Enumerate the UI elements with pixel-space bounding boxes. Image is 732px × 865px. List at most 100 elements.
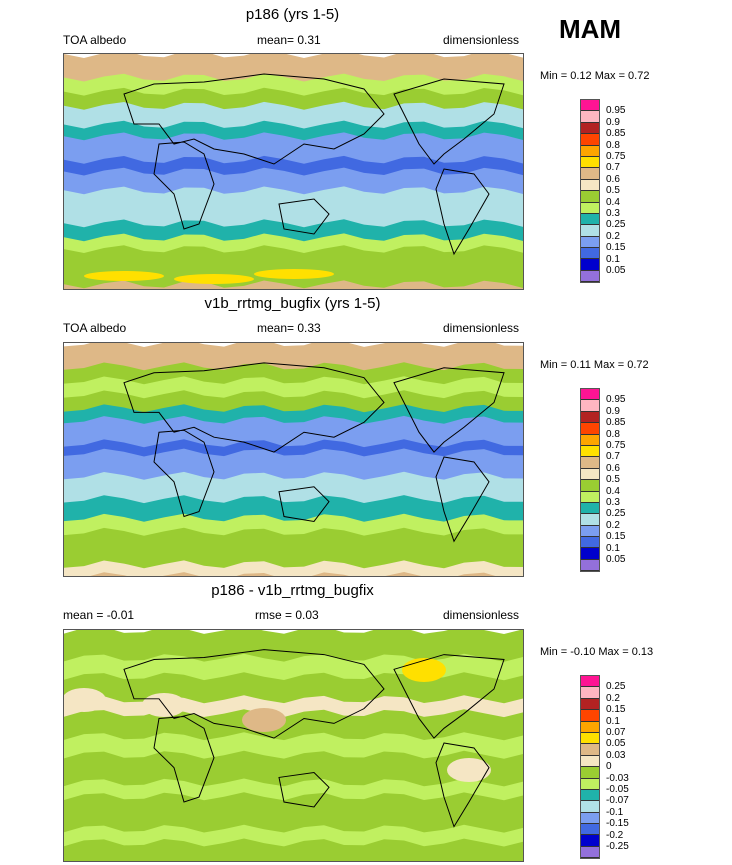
- contour-patch: [254, 269, 334, 279]
- colorbar-swatch: [581, 835, 599, 847]
- colorbar-label: 0.05: [606, 554, 626, 565]
- contour-patch: [447, 758, 491, 782]
- panel-center-label: mean= 0.31: [257, 33, 321, 47]
- colorbar-swatch: [581, 525, 599, 538]
- colorbar-swatch: [581, 259, 599, 271]
- colorbar-label: 0.75: [606, 440, 626, 451]
- colorbar-label: 0.95: [606, 394, 626, 406]
- colorbar-swatch: [581, 145, 599, 157]
- colorbar-label: 0.7: [606, 162, 620, 174]
- colorbar-label: 0.05: [606, 265, 626, 276]
- contour-band: [64, 186, 523, 230]
- colorbar-label: 0.7: [606, 451, 620, 463]
- contour-band: [64, 560, 523, 576]
- colorbar-label: 0.85: [606, 417, 626, 429]
- colorbar-swatch: [581, 248, 599, 260]
- colorbar-swatch: [581, 457, 599, 469]
- contour-band: [64, 630, 523, 664]
- colorbar-swatch: [581, 389, 599, 401]
- colorbar-swatch: [581, 789, 599, 802]
- colorbar-swatch: [581, 514, 599, 526]
- colorbar-swatch: [581, 537, 599, 549]
- colorbar-swatch: [581, 202, 599, 214]
- colorbar-swatch: [581, 411, 599, 424]
- colorbar-swatch: [581, 434, 599, 446]
- colorbar-label: -0.25: [606, 841, 629, 852]
- colorbar-swatch: [581, 225, 599, 237]
- colorbar-swatch: [581, 755, 599, 768]
- colorbar-swatch: [581, 400, 599, 412]
- colorbar-swatch: [581, 698, 599, 711]
- colorbar-swatch: [581, 122, 599, 135]
- season-label: MAM: [559, 14, 622, 44]
- panel-units-label: dimensionless: [443, 321, 520, 335]
- colorbar-swatch: [581, 111, 599, 123]
- colorbar-label: 0.07: [606, 727, 626, 738]
- contour-patch: [402, 658, 446, 682]
- colorbar-swatch: [581, 179, 599, 192]
- colorbar-swatch: [581, 767, 599, 779]
- colorbar-label: 0.15: [606, 242, 626, 254]
- panel-title: v1b_rrtmg_bugfix (yrs 1-5): [204, 295, 381, 312]
- colorbar-label: 0.85: [606, 128, 626, 140]
- colorbar-label: 0.5: [606, 474, 620, 486]
- coastline: [123, 73, 505, 256]
- coastline: [123, 649, 505, 828]
- colorbar-swatch: [581, 824, 599, 836]
- colorbar-label: 0.8: [606, 139, 620, 151]
- colorbar-label: 0: [606, 761, 612, 773]
- colorbar-label: 0.95: [606, 105, 626, 117]
- colorbar-label: 0.3: [606, 208, 620, 219]
- colorbar-label: 0.25: [606, 681, 626, 693]
- colorbar-label: -0.07: [606, 795, 629, 807]
- panel-minmax: Min = 0.11 Max = 0.72: [540, 359, 649, 371]
- contour-band: [64, 280, 523, 289]
- colorbar-label: 0.4: [606, 196, 620, 208]
- panel-units-label: dimensionless: [443, 33, 520, 47]
- colorbar-swatch: [581, 213, 599, 226]
- colorbar-label: 0.15: [606, 704, 626, 716]
- colorbar-label: 0.3: [606, 497, 620, 508]
- colorbar-label: 0.1: [606, 715, 620, 727]
- contour-patch: [174, 274, 254, 284]
- colorbar-label: -0.15: [606, 818, 629, 830]
- colorbar-swatch: [581, 801, 599, 813]
- colorbar-swatch: [581, 270, 599, 283]
- colorbar-label: 0.03: [606, 749, 626, 761]
- panel-center-label: mean= 0.33: [257, 321, 321, 335]
- colorbar-label: -0.2: [606, 829, 624, 841]
- colorbar-swatch: [581, 480, 599, 492]
- colorbar-swatch: [581, 100, 599, 112]
- panel-minmax: Min = 0.12 Max = 0.72: [540, 70, 650, 82]
- panel-center-label: rmse = 0.03: [255, 608, 319, 622]
- colorbar-swatch: [581, 812, 599, 825]
- colorbar: [580, 675, 600, 860]
- panel-left-label: mean = -0.01: [63, 608, 135, 622]
- colorbar-swatch: [581, 548, 599, 560]
- contour-patch: [64, 688, 106, 712]
- colorbar-label: 0.2: [606, 692, 620, 704]
- colorbar: [580, 388, 600, 573]
- colorbar-label: 0.1: [606, 542, 620, 554]
- colorbar-swatch: [581, 468, 599, 481]
- colorbar-label: -0.1: [606, 806, 624, 818]
- colorbar-label: 0.1: [606, 253, 620, 265]
- contour-map: [63, 629, 524, 862]
- colorbar-label: -0.03: [606, 772, 629, 784]
- colorbar-swatch: [581, 676, 599, 688]
- panel-left-label: TOA albedo: [63, 33, 127, 47]
- contour-band: [64, 838, 523, 861]
- contour-patch: [242, 708, 286, 732]
- panel-title: p186 - v1b_rrtmg_bugfix: [211, 582, 374, 599]
- colorbar-label: 0.75: [606, 151, 626, 162]
- colorbar-label: 0.6: [606, 462, 620, 474]
- colorbar-swatch: [581, 156, 599, 169]
- colorbar-swatch: [581, 559, 599, 572]
- colorbar: [580, 99, 600, 284]
- colorbar-swatch: [581, 491, 599, 503]
- colorbar-swatch: [581, 168, 599, 180]
- contour-band: [64, 572, 496, 576]
- colorbar-label: -0.05: [606, 784, 629, 795]
- contour-band: [64, 527, 523, 571]
